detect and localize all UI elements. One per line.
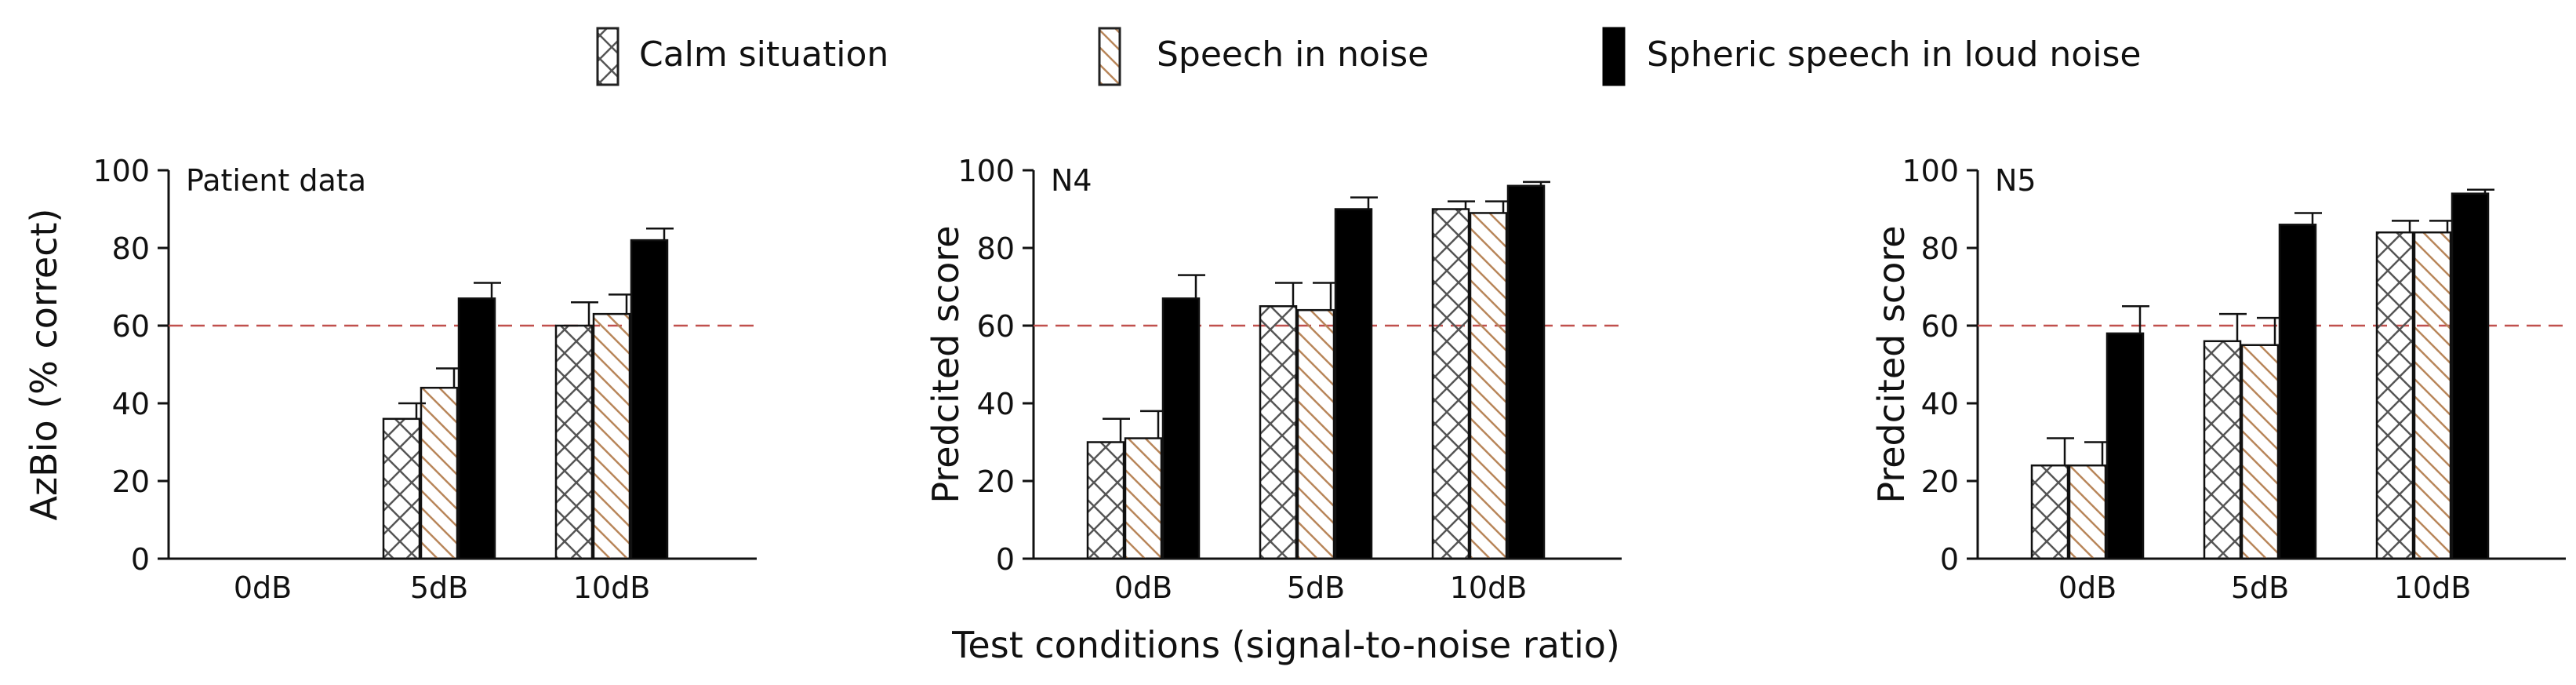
y-tick-label: 60	[112, 309, 150, 344]
bar	[457, 297, 496, 560]
bar	[1161, 297, 1201, 560]
y-tick-label: 0	[131, 542, 150, 577]
bar	[1431, 208, 1470, 560]
legend: Calm situation Speech in noise Spheric s…	[596, 27, 2141, 86]
bar	[1469, 212, 1508, 560]
bar	[2105, 332, 2145, 560]
bar	[2375, 231, 2414, 560]
bar	[592, 312, 631, 560]
legend-item-speech-in-noise: Speech in noise	[1098, 27, 1429, 86]
panel-patient-data: 0 20 40 60 80 100 AzBio (% correct) Patient dat…	[23, 154, 757, 605]
legend-label-spheric: Spheric speech in loud noise	[1647, 35, 2141, 75]
x-tick-label: 0dB	[234, 570, 292, 605]
bar	[2278, 224, 2317, 560]
y-tick-label: 0	[1940, 542, 1959, 577]
y-tick-label: 20	[1921, 465, 1959, 499]
bar	[1124, 437, 1163, 560]
panel-label: N5	[1995, 163, 2036, 198]
x-tick-label: 10dB	[2394, 570, 2472, 605]
bar	[2030, 464, 2069, 560]
y-axis-label: Predcited score	[1870, 225, 1913, 503]
bar	[2203, 340, 2242, 560]
bar	[554, 324, 594, 560]
y-tick-label: 100	[93, 154, 150, 188]
x-tick-label: 5dB	[410, 570, 468, 605]
y-tick-label: 20	[977, 465, 1015, 499]
bar	[2068, 464, 2107, 560]
legend-swatch-diagonal	[1098, 27, 1121, 86]
legend-label-speech-in-noise: Speech in noise	[1157, 35, 1429, 75]
y-axis-label: AzBio (% correct)	[23, 208, 65, 520]
y-axis-label: Predcited score	[925, 225, 967, 503]
x-tick-label: 10dB	[1450, 570, 1528, 605]
legend-item-spheric: Spheric speech in loud noise	[1602, 27, 2141, 86]
y-tick-label: 100	[957, 154, 1015, 188]
bar	[1259, 305, 1298, 560]
legend-swatch-crosshatch	[596, 27, 619, 86]
bar	[1506, 184, 1546, 560]
legend-swatch-solid	[1602, 27, 1626, 86]
y-tick-label: 40	[112, 387, 150, 421]
x-tick-label: 5dB	[1287, 570, 1345, 605]
bar	[630, 239, 669, 560]
y-tick-label: 20	[112, 465, 150, 499]
panel-n5: 0 20 40 60 80 100 Predcited score N5 0dB 5dB 10dB	[1870, 154, 2566, 605]
bar	[1296, 308, 1335, 560]
bar	[2240, 344, 2280, 560]
bar	[2413, 231, 2452, 560]
y-tick-label: 100	[1902, 154, 1959, 188]
x-tick-label: 10dB	[573, 570, 651, 605]
x-tick-label: 5dB	[2231, 570, 2289, 605]
y-tick-label: 60	[977, 309, 1015, 344]
y-tick-label: 80	[1921, 231, 1959, 266]
y-tick-label: 80	[112, 231, 150, 266]
panel-label: Patient data	[186, 163, 366, 198]
panel-label: N4	[1051, 163, 1092, 198]
panel-n4: 0 20 40 60 80 100 Predcited score N4 0dB 5dB 10dB	[925, 154, 1622, 605]
y-tick-label: 60	[1921, 309, 1959, 344]
bar	[382, 417, 421, 560]
shared-x-axis-label: Test conditions (signal-to-noise ratio)	[951, 624, 1620, 666]
x-tick-label: 0dB	[1114, 570, 1172, 605]
legend-item-calm: Calm situation	[596, 27, 888, 86]
y-tick-label: 80	[977, 231, 1015, 266]
legend-label-calm: Calm situation	[639, 35, 888, 75]
bar	[420, 386, 459, 560]
bar	[2451, 192, 2490, 560]
bar	[1086, 441, 1125, 560]
bar	[1334, 208, 1373, 560]
y-tick-label: 0	[996, 542, 1015, 577]
y-tick-label: 40	[977, 387, 1015, 421]
y-tick-label: 40	[1921, 387, 1959, 421]
x-tick-label: 0dB	[2058, 570, 2116, 605]
